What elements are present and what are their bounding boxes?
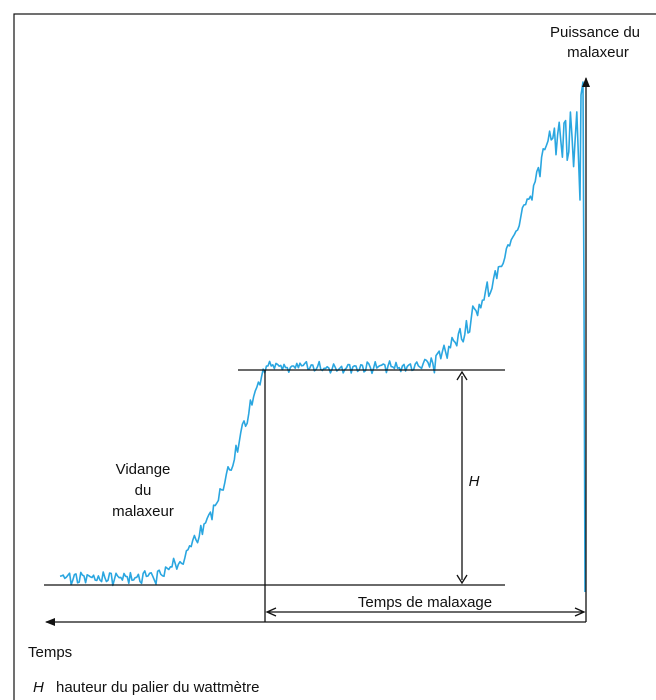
y-axis-label: malaxeur [567, 44, 629, 61]
phase-label: Vidange [116, 461, 171, 478]
height-arrowheads [456, 370, 468, 585]
mixing-time-label: Temps de malaxage [358, 594, 492, 611]
legend-text: hauteur du palier du wattmètre [56, 679, 259, 696]
phase-label: du [135, 482, 152, 499]
legend-symbol: H [33, 679, 44, 696]
time-arrowheads [265, 607, 586, 617]
phase-label: malaxeur [112, 503, 174, 520]
height-label: H [469, 473, 480, 490]
x-axis-label: Temps [28, 644, 72, 661]
frame [13, 13, 656, 700]
y-axis-label: Puissance du [550, 24, 640, 41]
